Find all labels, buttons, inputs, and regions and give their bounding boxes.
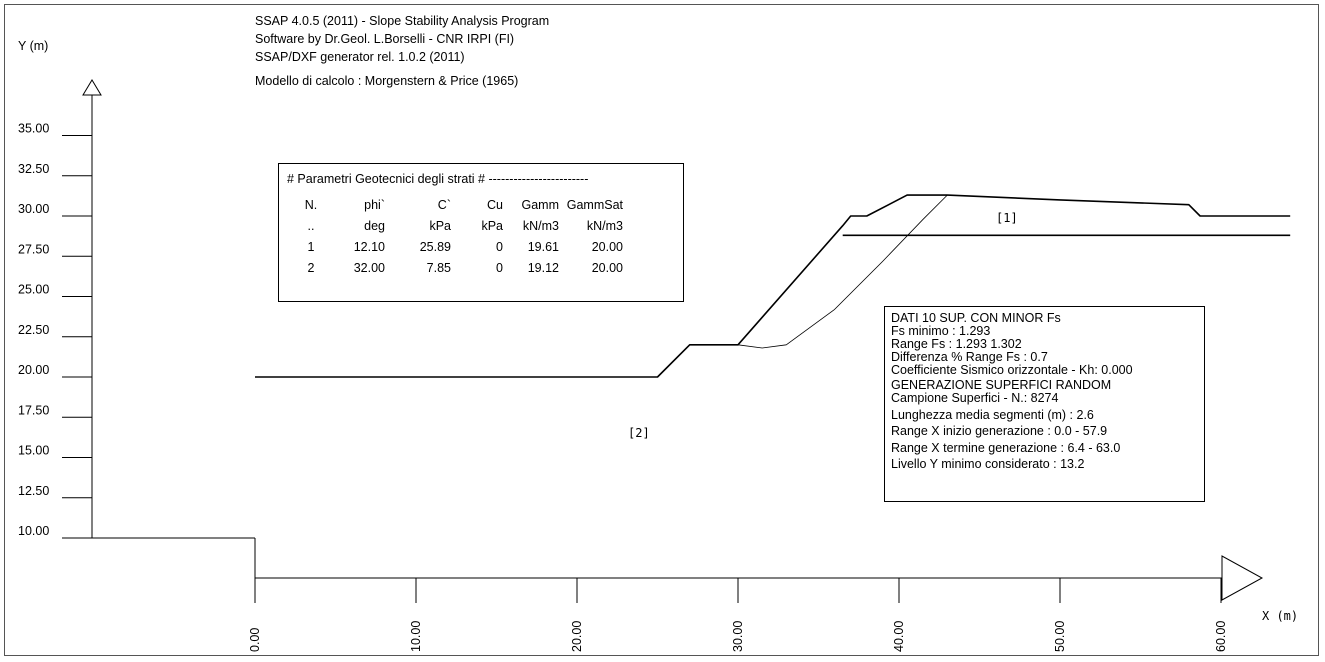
results-line: Range X inizio generazione : 0.0 - 57.9: [891, 424, 1108, 438]
y-tick-label: 15.00: [18, 444, 49, 458]
table-cell: C`: [437, 197, 451, 212]
table-cell: 12.10: [353, 239, 385, 254]
y-tick-label: 30.00: [18, 202, 49, 216]
table-cell: Gamm: [521, 197, 560, 212]
header-line-1: SSAP 4.0.5 (2011) - Slope Stability Anal…: [255, 14, 550, 28]
results-line: Coefficiente Sismico orizzontale - Kh: 0…: [891, 363, 1133, 377]
table-cell: Cu: [487, 197, 503, 212]
header-line-2: Software by Dr.Geol. L.Borselli - CNR IR…: [255, 32, 515, 46]
profile-lines: [255, 194, 1291, 378]
x-tick-label: 50.00: [1053, 621, 1067, 652]
results-line: Livello Y minimo considerato : 13.2: [891, 457, 1085, 471]
y-tick-label: 17.50: [18, 403, 49, 417]
table-cell: GammSat: [566, 197, 623, 212]
x-ticks: 0.00 10.00 20.00 30.00 40.00 50.00 60.00: [248, 578, 1228, 652]
x-axis-title: X (m): [1262, 609, 1298, 623]
table-cell: kN/m3: [522, 218, 559, 233]
table-cell: 20.00: [591, 260, 623, 275]
table-cell: ..: [307, 218, 315, 233]
x-tick-label: 30.00: [731, 621, 745, 652]
geotechnical-table-box: # Parametri Geotecnici degli strati # --…: [278, 163, 684, 302]
table-cell: 32.00: [353, 260, 385, 275]
y-ticks: 10.00 12.50 15.00 17.50 20.00 22.50 25.00 27.50…: [18, 122, 92, 538]
results-line: Range Fs : 1.293 1.302: [891, 337, 1022, 351]
results-line: Lunghezza media segmenti (m) : 2.6: [891, 407, 1094, 422]
table-cell: kPa: [481, 218, 503, 233]
y-tick-label: 32.50: [18, 162, 49, 176]
x-tick-label: 60.00: [1214, 621, 1228, 652]
y-tick-label: 27.50: [18, 242, 49, 256]
results-box: DATI 10 SUP. CON MINOR Fs Fs minimo : 1.2…: [884, 306, 1205, 502]
geotechnical-table-title: # Parametri Geotecnici degli strati # --…: [287, 172, 589, 186]
table-cell: 19.61: [527, 239, 559, 254]
x-tick-label: 10.00: [409, 621, 423, 652]
table-cell: 0: [496, 239, 503, 254]
table-cell: deg: [364, 218, 385, 233]
table-row: 2 32.00 7.85 0 19.12 20.00: [289, 257, 625, 278]
table-cell: N.: [304, 197, 318, 212]
y-tick-label: 12.50: [18, 484, 49, 498]
results-line: DATI 10 SUP. CON MINOR Fs: [891, 311, 1061, 325]
y-tick-label: 22.50: [18, 323, 49, 337]
results-line: GENERAZIONE SUPERFICI RANDOM: [891, 378, 1112, 392]
x-tick-label: 0.00: [248, 628, 262, 652]
layer-label-1: [1]: [996, 211, 1018, 225]
table-cell: 20.00: [591, 239, 623, 254]
results-line: Fs minimo : 1.293: [891, 324, 991, 338]
x-tick-label: 20.00: [570, 621, 584, 652]
geotechnical-table: N. phi` C` Cu Gamm GammSat.. deg kPa kPa kN/m3 kN/…: [289, 194, 625, 278]
table-cell: kPa: [429, 218, 451, 233]
y-tick-label: 20.00: [18, 363, 49, 377]
drawing-frame: [4, 4, 1319, 656]
table-cell: 2: [307, 260, 315, 275]
table-header-row: N. phi` C` Cu Gamm GammSat: [289, 194, 625, 215]
x-tick-label: 40.00: [892, 621, 906, 652]
table-units-row: .. deg kPa kPa kN/m3 kN/m3: [289, 215, 625, 236]
header-line-3: SSAP/DXF generator rel. 1.0.2 (2011): [255, 50, 465, 64]
y-tick-label: 25.00: [18, 283, 49, 297]
ground-profile-line: [255, 194, 1291, 378]
results-line: Range X termine generazione : 6.4 - 63.0: [891, 440, 1121, 455]
y-tick-label: 10.00: [18, 524, 49, 538]
table-cell: phi`: [364, 197, 385, 212]
table-cell: 0: [496, 260, 503, 275]
layer-label-2: [2]: [628, 426, 650, 440]
y-axis-title: Y (m): [18, 39, 48, 53]
y-axis-arrow-icon: [82, 79, 102, 96]
slip-surface-line: [737, 194, 948, 349]
table-row: 1 12.10 25.89 0 19.61 20.00: [289, 236, 625, 257]
header-line-4: Modello di calcolo : Morgenstern & Price…: [255, 74, 519, 88]
results-line: Differenza % Range Fs : 0.7: [891, 350, 1048, 364]
table-cell: 7.85: [426, 260, 451, 275]
table-cell: 19.12: [527, 260, 559, 275]
table-cell: 25.89: [419, 239, 451, 254]
x-axis-arrow-icon: [1221, 555, 1264, 601]
table-cell: kN/m3: [586, 218, 623, 233]
table-cell: 1: [307, 239, 315, 254]
y-tick-label: 35.00: [18, 122, 49, 136]
results-line: Campione Superfici - N.: 8274: [891, 391, 1059, 405]
